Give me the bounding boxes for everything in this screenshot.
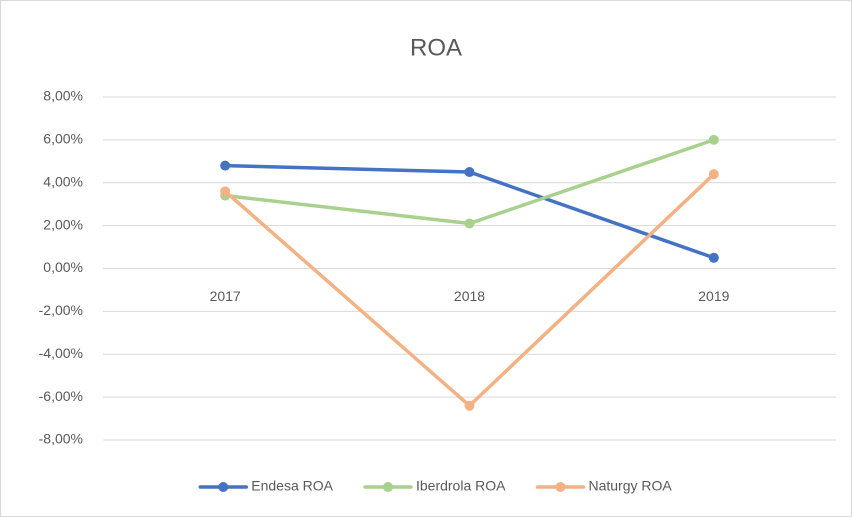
y-tick-label: -8,00% xyxy=(39,431,83,447)
y-tick-label: 4,00% xyxy=(43,173,83,189)
x-tick-label: 2019 xyxy=(698,288,729,304)
x-tick-label: 2017 xyxy=(210,288,241,304)
legend-marker xyxy=(382,482,393,492)
y-tick-label: -6,00% xyxy=(39,388,83,404)
data-point xyxy=(464,167,475,178)
chart-title: ROA xyxy=(410,34,462,61)
x-tick-label: 2018 xyxy=(454,288,485,304)
data-point xyxy=(464,400,475,411)
legend-marker xyxy=(555,482,566,492)
data-point xyxy=(708,169,719,180)
data-point xyxy=(708,134,719,145)
y-tick-label: -2,00% xyxy=(39,302,83,318)
legend-label: Iberdrola ROA xyxy=(416,478,506,494)
legend-label: Endesa ROA xyxy=(251,478,333,494)
y-tick-label: 8,00% xyxy=(43,88,83,104)
y-tick-label: 0,00% xyxy=(43,259,83,275)
y-tick-label: 6,00% xyxy=(43,131,83,147)
y-tick-label: 2,00% xyxy=(43,216,83,232)
data-point xyxy=(464,218,475,229)
legend-marker xyxy=(218,482,229,492)
legend-label: Naturgy ROA xyxy=(588,478,672,494)
data-point xyxy=(708,252,719,263)
y-tick-label: -4,00% xyxy=(39,345,83,361)
data-point xyxy=(220,160,231,171)
data-point xyxy=(220,186,231,197)
